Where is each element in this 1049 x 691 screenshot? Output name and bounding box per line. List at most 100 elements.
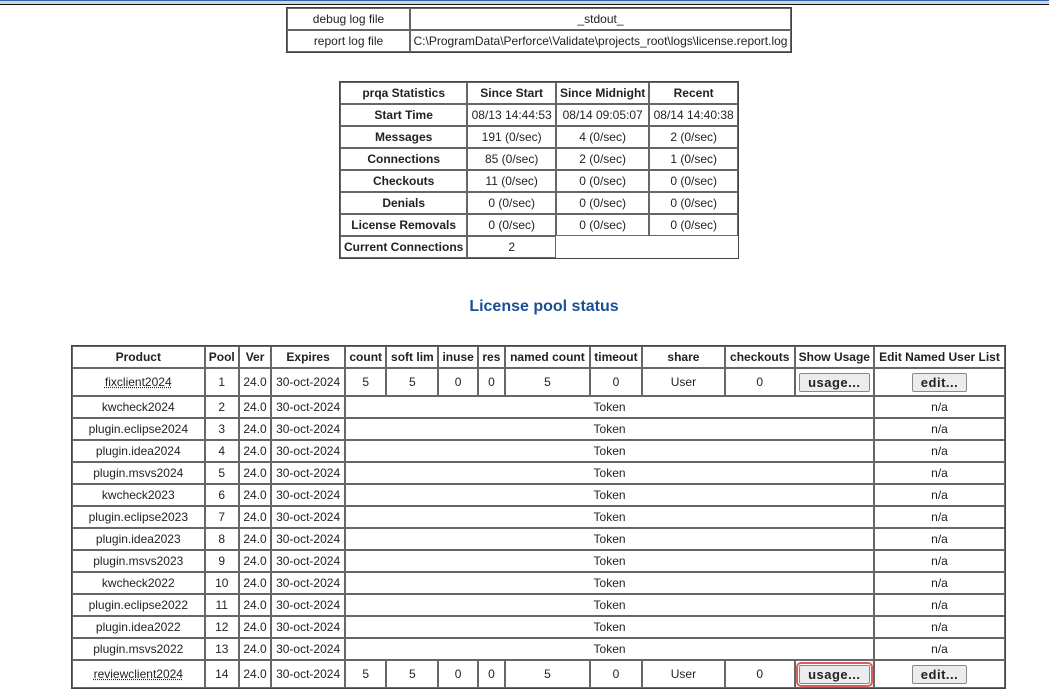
token-cell: Token — [345, 506, 875, 528]
pool-cell: 4 — [204, 440, 239, 462]
ver-cell: 24.0 — [238, 550, 272, 572]
expires-cell: 30-oct-2024 — [271, 528, 346, 550]
usage-button[interactable]: usage... — [799, 372, 870, 392]
ver-cell: 24.0 — [238, 396, 272, 418]
show-usage-cell: usage... — [794, 368, 875, 396]
product-cell: reviewclient2024 — [72, 660, 205, 688]
column-header: inuse — [438, 346, 478, 368]
share-cell: User — [642, 660, 725, 688]
edit-button[interactable]: edit... — [911, 664, 968, 684]
product-link[interactable]: fixclient2024 — [104, 375, 172, 389]
table-row: reviewclient2024 14 24.0 30-oct-2024 5 5 0 0 5 0 U… — [72, 660, 1005, 688]
expires-cell: 30-oct-2024 — [271, 484, 346, 506]
license-pool-table: Product Pool Ver Expires count soft lim inuse r… — [71, 345, 1006, 689]
token-cell: Token — [345, 528, 875, 550]
column-header: Show Usage — [794, 346, 875, 368]
named-cell: 5 — [504, 660, 590, 688]
stats-row-label: License Removals — [340, 214, 468, 236]
edit-button[interactable]: edit... — [911, 372, 968, 392]
ver-cell: 24.0 — [238, 418, 272, 440]
res-cell: 0 — [477, 368, 505, 396]
product-cell: plugin.msvs2022 — [72, 638, 205, 660]
table-row: plugin.eclipse2023 7 24.0 30-oct-2024 Token n… — [72, 506, 1005, 528]
stats-header: Since Midnight — [555, 82, 650, 104]
product-cell: plugin.msvs2023 — [72, 550, 205, 572]
count-cell: 5 — [345, 660, 387, 688]
stats-row: Denials 0 (0/sec) 0 (0/sec) 0 (0/sec) — [340, 192, 738, 214]
ver-cell: 24.0 — [238, 484, 272, 506]
expires-cell: 30-oct-2024 — [271, 368, 346, 396]
stats-row-label: Denials — [340, 192, 468, 214]
pool-cell: 6 — [204, 484, 239, 506]
column-header: Ver — [238, 346, 272, 368]
stats-row-label: Connections — [340, 148, 468, 170]
token-cell: Token — [345, 594, 875, 616]
empty-cell — [556, 236, 738, 258]
share-cell: User — [642, 368, 725, 396]
stats-value: 0 (0/sec) — [555, 170, 650, 192]
pool-cell: 13 — [204, 638, 239, 660]
stats-row: Start Time 08/13 14:44:53 08/14 09:05:07 08… — [340, 104, 738, 126]
column-header: Expires — [271, 346, 346, 368]
res-cell: 0 — [477, 660, 505, 688]
product-cell: kwcheck2024 — [72, 396, 205, 418]
pool-cell: 5 — [204, 462, 239, 484]
inuse-cell: 0 — [438, 368, 478, 396]
checkouts-cell: 0 — [724, 368, 795, 396]
product-link[interactable]: reviewclient2024 — [93, 667, 183, 681]
stats-value: 08/13 14:44:53 — [467, 104, 556, 126]
usage-button[interactable]: usage... — [796, 661, 873, 687]
stats-value: 1 (0/sec) — [649, 148, 738, 170]
column-header: soft lim — [386, 346, 439, 368]
stats-value: 0 (0/sec) — [467, 214, 556, 236]
pool-cell: 1 — [204, 368, 239, 396]
product-cell: fixclient2024 — [72, 368, 205, 396]
expires-cell: 30-oct-2024 — [271, 616, 346, 638]
stats-value: 08/14 09:05:07 — [555, 104, 650, 126]
product-cell: plugin.msvs2024 — [72, 462, 205, 484]
pool-cell: 3 — [204, 418, 239, 440]
token-cell: Token — [345, 638, 875, 660]
stats-row-label: Start Time — [340, 104, 468, 126]
column-header: Edit Named User List — [874, 346, 1005, 368]
pool-cell: 14 — [204, 660, 239, 688]
edit-named-user-cell: n/a — [874, 418, 1005, 440]
count-cell: 5 — [345, 368, 387, 396]
timeout-cell: 0 — [589, 368, 643, 396]
stats-value: 0 (0/sec) — [555, 214, 650, 236]
inuse-cell: 0 — [438, 660, 478, 688]
stats-value: 2 — [467, 236, 556, 258]
token-cell: Token — [345, 616, 875, 638]
stats-row: Connections 85 (0/sec) 2 (0/sec) 1 (0/sec) — [340, 148, 738, 170]
log-row-debug: debug log file _stdout_ — [287, 8, 791, 30]
log-files-table: debug log file _stdout_ report log file … — [286, 7, 792, 53]
stats-value: 0 (0/sec) — [649, 214, 738, 236]
column-header: timeout — [589, 346, 643, 368]
token-cell: Token — [345, 572, 875, 594]
checkouts-cell: 0 — [724, 660, 795, 688]
column-header: Pool — [204, 346, 239, 368]
timeout-cell: 0 — [589, 660, 643, 688]
stats-value: 0 (0/sec) — [649, 192, 738, 214]
table-row: fixclient2024 1 24.0 30-oct-2024 5 5 0 0 5 0 User 0… — [72, 368, 1005, 396]
browser-top-edge — [0, 0, 1049, 5]
table-row: kwcheck2022 10 24.0 30-oct-2024 Token n/a — [72, 572, 1005, 594]
pool-cell: 8 — [204, 528, 239, 550]
product-cell: plugin.idea2024 — [72, 440, 205, 462]
ver-cell: 24.0 — [238, 506, 272, 528]
pool-cell: 9 — [204, 550, 239, 572]
product-cell: plugin.idea2023 — [72, 528, 205, 550]
edit-named-user-cell: edit... — [874, 660, 1005, 688]
stats-value: 0 (0/sec) — [649, 170, 738, 192]
expires-cell: 30-oct-2024 — [271, 572, 346, 594]
log-value: _stdout_ — [410, 8, 791, 30]
expires-cell: 30-oct-2024 — [271, 506, 346, 528]
edit-named-user-cell: n/a — [874, 506, 1005, 528]
stats-row: License Removals 0 (0/sec) 0 (0/sec) 0 (0/s… — [340, 214, 738, 236]
product-cell: plugin.eclipse2023 — [72, 506, 205, 528]
column-header: res — [477, 346, 505, 368]
pool-cell: 7 — [204, 506, 239, 528]
stats-value: 4 (0/sec) — [555, 126, 650, 148]
edit-named-user-cell: n/a — [874, 440, 1005, 462]
token-cell: Token — [345, 440, 875, 462]
